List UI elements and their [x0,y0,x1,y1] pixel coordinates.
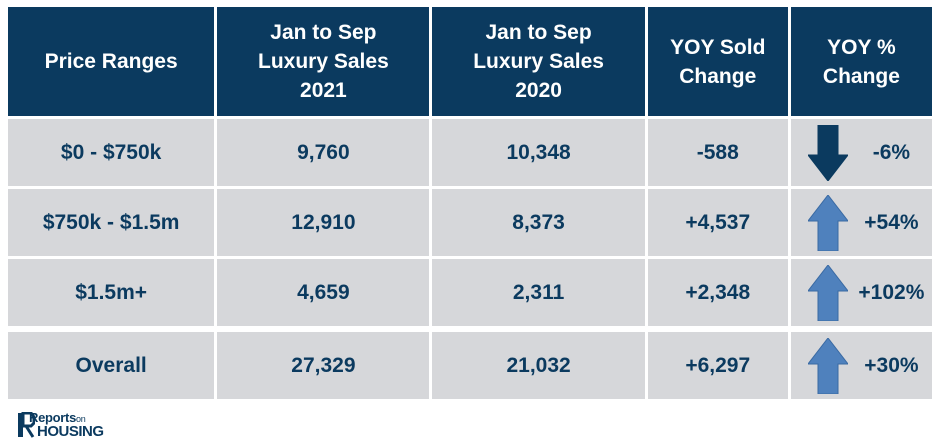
cell-sales-2020: 8,373 [432,189,645,256]
house-logo-icon [18,412,35,438]
cell-price-range: Overall [8,332,215,399]
table-row: $0 - $750k 9,760 10,348 -588 -6% [8,119,932,186]
header-price-ranges: Price Ranges [8,7,215,116]
logo-text-housing: HOUSING [37,423,104,440]
up-arrow-icon [807,195,848,251]
logo-text-reports-word: Reports [29,410,77,425]
table-row: $750k - $1.5m 12,910 8,373 +4,537 +54% [8,189,932,256]
header-sales-2021-line3: 2021 [300,79,347,102]
header-sales-2020-line2: Luxury Sales [473,50,604,73]
cell-sales-2021: 9,760 [217,119,430,186]
header-sales-2021-line2: Luxury Sales [258,50,389,73]
up-arrow-icon [807,338,848,394]
cell-sales-2021: 12,910 [217,189,430,256]
cell-yoy-pct: +54% [790,189,932,256]
header-yoy-sold: YOY Sold Change [647,7,788,116]
header-yoy-sold-line2: Change [679,64,757,88]
cell-yoy-pct-value: -6% [872,140,911,164]
header-yoy-sold-line1: YOY Sold [670,35,766,59]
logo-text-on: on [76,414,86,424]
header-sales-2021: Jan to Sep Luxury Sales 2021 [217,7,430,116]
cell-sales-2020: 10,348 [432,119,645,186]
header-sales-2020-line3: 2020 [515,79,562,102]
luxury-sales-table: Price Ranges Jan to Sep Luxury Sales 202… [8,7,932,399]
cell-yoy-sold: -588 [647,119,788,186]
cell-price-range: $750k - $1.5m [8,189,215,256]
header-yoy-pct: YOY % Change [790,7,932,116]
table-header-row: Price Ranges Jan to Sep Luxury Sales 202… [8,7,932,116]
table-row-overall: Overall 27,329 21,032 +6,297 +30% [8,332,932,399]
logo-text-reports: Reportson [29,410,86,425]
cell-yoy-pct: +30% [790,332,932,399]
header-sales-2021-line1: Jan to Sep [270,21,377,44]
up-arrow-icon [807,265,848,321]
cell-yoy-sold: +2,348 [647,259,788,326]
cell-yoy-pct-value: +30% [864,353,919,377]
cell-yoy-pct-value: +102% [858,280,925,304]
reports-on-housing-logo: Reportson HOUSING [17,410,127,440]
header-sales-2020-line1: Jan to Sep [485,21,592,44]
cell-sales-2021: 4,659 [217,259,430,326]
cell-yoy-pct: -6% [790,119,932,186]
cell-sales-2021: 27,329 [217,332,430,399]
header-yoy-pct-line2: Change [822,64,900,88]
header-yoy-pct-line1: YOY % [827,35,896,59]
table-row: $1.5m+ 4,659 2,311 +2,348 +102% [8,259,932,326]
cell-sales-2020: 2,311 [432,259,645,326]
header-sales-2020: Jan to Sep Luxury Sales 2020 [432,7,645,116]
header-price-ranges-label: Price Ranges [44,50,178,73]
down-arrow-icon [807,125,848,181]
cell-sales-2020: 21,032 [432,332,645,399]
cell-yoy-sold: +6,297 [647,332,788,399]
cell-yoy-sold: +4,537 [647,189,788,256]
cell-yoy-pct: +102% [790,259,932,326]
cell-price-range: $0 - $750k [8,119,215,186]
cell-price-range: $1.5m+ [8,259,215,326]
cell-yoy-pct-value: +54% [864,210,919,234]
